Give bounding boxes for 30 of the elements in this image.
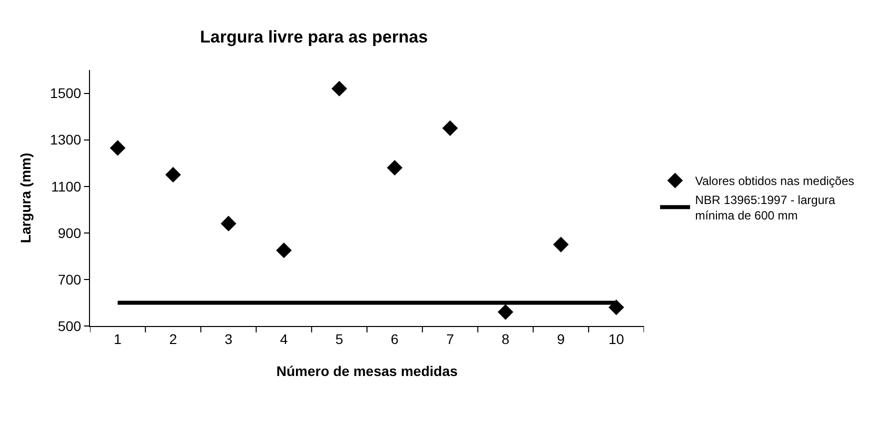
- point: [386, 160, 402, 176]
- y-tick-label: 1300: [50, 132, 82, 148]
- point: [220, 216, 236, 232]
- x-tick-label: 3: [224, 330, 233, 347]
- y-tick-label: 1500: [50, 85, 82, 102]
- x-tick-label: 10: [608, 330, 624, 347]
- y-axis-title: Largura (mm): [18, 152, 34, 244]
- x-tick-label: 5: [335, 330, 344, 347]
- x-axis-title: Número de mesas medidas: [276, 363, 458, 380]
- point: [110, 140, 126, 156]
- x-tick-label: 1: [114, 330, 122, 347]
- y-tick-label: 900: [58, 224, 82, 241]
- x-tick-label: 2: [169, 330, 178, 347]
- x-tick-label: 8: [502, 330, 510, 347]
- chart-title: Largura livre para as pernas: [200, 27, 428, 46]
- x-tick-label: 7: [446, 330, 454, 347]
- legend-label: NBR 13965:1997 - largura mínima de 600 mm: [695, 192, 836, 223]
- x-tick-label: 4: [280, 330, 288, 347]
- y-tick-label: 700: [58, 271, 82, 288]
- legend-label: Valores obtidos nas medições: [695, 174, 854, 188]
- point: [498, 304, 514, 320]
- y-tick-label: 1100: [51, 178, 82, 194]
- point: [553, 236, 569, 252]
- y-tick-label: 500: [58, 318, 82, 334]
- x-tick-label: 6: [390, 330, 399, 347]
- point: [276, 242, 292, 258]
- x-tick-label: 9: [557, 330, 565, 347]
- point: [332, 80, 348, 96]
- point: [165, 166, 181, 183]
- point: [442, 120, 458, 136]
